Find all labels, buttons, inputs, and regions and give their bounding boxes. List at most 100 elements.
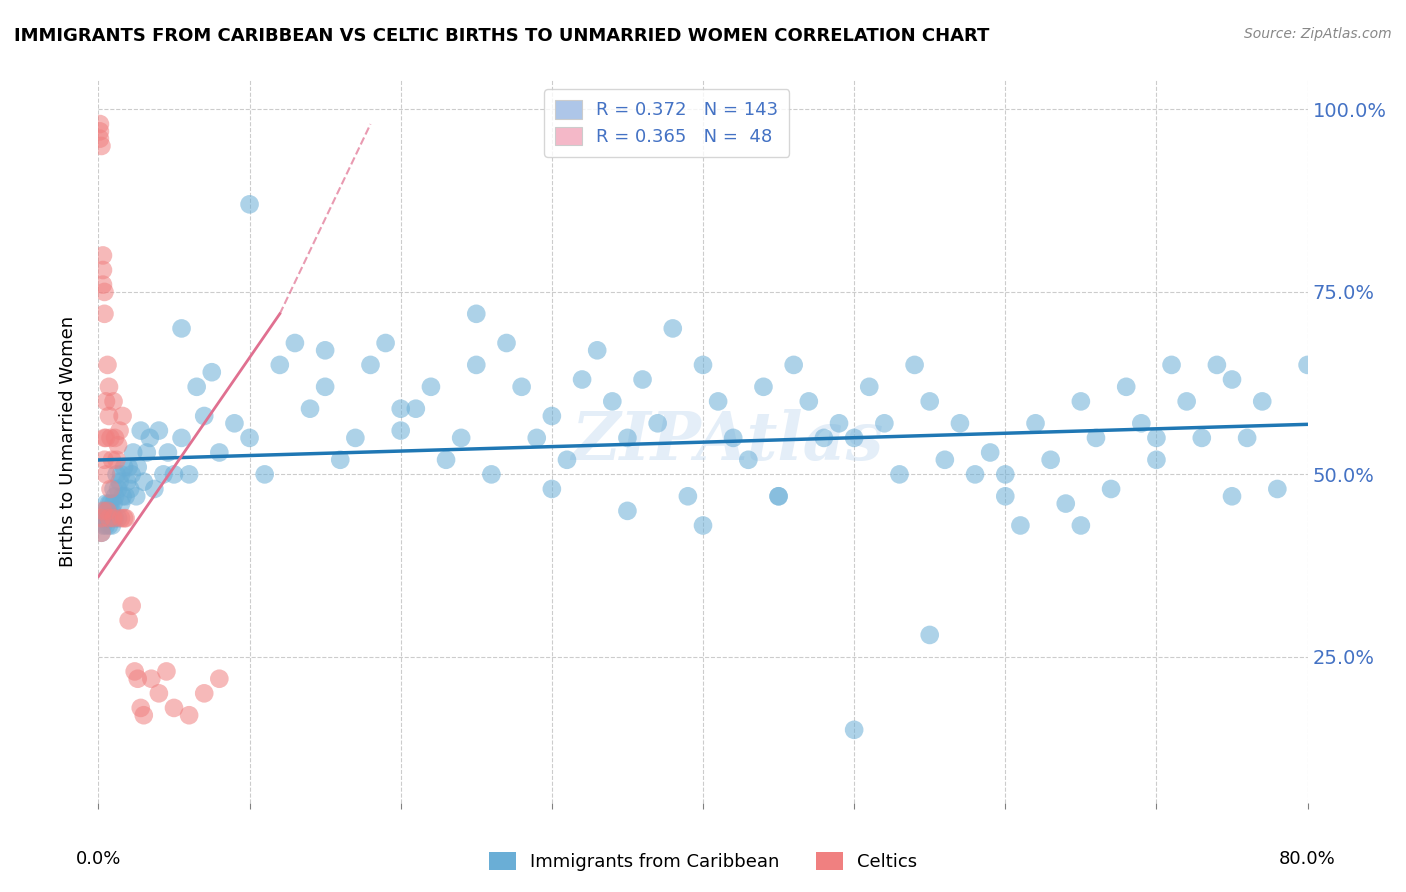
Point xyxy=(465,307,488,321)
Point xyxy=(918,394,941,409)
Point xyxy=(100,511,122,525)
Point xyxy=(93,504,115,518)
Point xyxy=(768,489,790,503)
Point xyxy=(224,417,246,431)
Point xyxy=(389,401,412,416)
Point xyxy=(1206,358,1229,372)
Point xyxy=(1220,489,1243,503)
Point xyxy=(1070,518,1092,533)
Point xyxy=(813,431,835,445)
Point xyxy=(602,394,624,409)
Point xyxy=(94,518,117,533)
Point xyxy=(100,497,122,511)
Point xyxy=(586,343,609,358)
Point xyxy=(844,431,866,445)
Point xyxy=(91,518,114,533)
Point xyxy=(100,482,122,496)
Point xyxy=(104,489,127,503)
Point xyxy=(132,708,155,723)
Point xyxy=(269,358,291,372)
Point xyxy=(96,504,118,518)
Point xyxy=(1039,452,1062,467)
Point xyxy=(1099,482,1122,496)
Point xyxy=(101,452,124,467)
Point xyxy=(676,489,699,503)
Point xyxy=(155,665,177,679)
Point xyxy=(89,117,111,131)
Point xyxy=(374,336,396,351)
Point xyxy=(481,467,503,482)
Point xyxy=(103,482,125,496)
Point xyxy=(1236,431,1258,445)
Point xyxy=(148,686,170,700)
Point xyxy=(129,701,152,715)
Point xyxy=(179,708,201,723)
Point xyxy=(949,417,972,431)
Point xyxy=(661,321,683,335)
Point xyxy=(540,409,562,423)
Point xyxy=(121,467,143,482)
Point xyxy=(994,467,1017,482)
Point xyxy=(129,424,152,438)
Point xyxy=(89,131,111,145)
Point xyxy=(108,424,131,438)
Point xyxy=(434,452,457,467)
Point xyxy=(90,525,112,540)
Point xyxy=(1144,452,1167,467)
Y-axis label: Births to Unmarried Women: Births to Unmarried Women xyxy=(59,316,77,567)
Point xyxy=(111,409,134,423)
Point xyxy=(121,599,143,613)
Point xyxy=(389,424,412,438)
Point xyxy=(1024,417,1046,431)
Point xyxy=(828,417,851,431)
Text: Source: ZipAtlas.com: Source: ZipAtlas.com xyxy=(1244,27,1392,41)
Point xyxy=(90,525,112,540)
Point xyxy=(420,380,443,394)
Point xyxy=(94,497,117,511)
Text: 0.0%: 0.0% xyxy=(76,850,121,868)
Point xyxy=(858,380,880,394)
Point xyxy=(143,482,166,496)
Point xyxy=(94,431,117,445)
Point xyxy=(152,467,174,482)
Point xyxy=(98,409,121,423)
Point xyxy=(124,665,146,679)
Point xyxy=(299,401,322,416)
Point xyxy=(904,358,927,372)
Point xyxy=(103,511,125,525)
Point xyxy=(170,321,193,335)
Point xyxy=(114,511,136,525)
Point xyxy=(91,277,114,292)
Point xyxy=(111,489,134,503)
Point xyxy=(98,497,121,511)
Point xyxy=(118,460,141,475)
Point xyxy=(96,511,118,525)
Point xyxy=(139,431,162,445)
Point xyxy=(104,431,127,445)
Point xyxy=(104,511,127,525)
Point xyxy=(555,452,578,467)
Point xyxy=(100,431,122,445)
Point xyxy=(132,475,155,489)
Point xyxy=(465,358,488,372)
Point xyxy=(495,336,517,351)
Point xyxy=(692,358,714,372)
Point xyxy=(135,445,157,459)
Point xyxy=(98,380,121,394)
Point xyxy=(105,467,128,482)
Point xyxy=(110,467,132,482)
Point xyxy=(163,701,186,715)
Point xyxy=(1191,431,1213,445)
Point xyxy=(115,475,138,489)
Point xyxy=(101,518,124,533)
Point xyxy=(94,467,117,482)
Point xyxy=(284,336,307,351)
Point xyxy=(170,431,193,445)
Point xyxy=(186,380,208,394)
Point xyxy=(110,511,132,525)
Point xyxy=(844,723,866,737)
Point xyxy=(108,475,131,489)
Point xyxy=(918,628,941,642)
Point xyxy=(156,445,179,459)
Point xyxy=(201,365,224,379)
